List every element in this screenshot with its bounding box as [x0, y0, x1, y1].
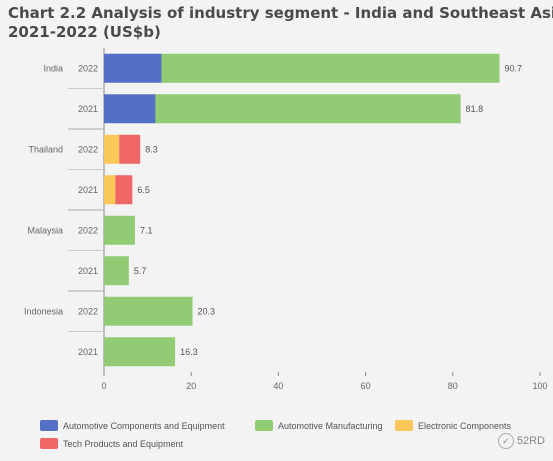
legend-swatch [395, 420, 413, 431]
bar-segment [104, 337, 176, 367]
legend-label: Automotive Manufacturing [278, 420, 383, 431]
bar-segment [104, 256, 129, 286]
y-tick-label-year: 2021 [78, 104, 98, 114]
y-tick-label-country: Indonesia [24, 306, 63, 316]
y-tick-label-year: 2021 [78, 266, 98, 276]
bar-segment [104, 94, 156, 124]
legend-label: Electronic Components [418, 420, 512, 431]
data-label: 90.7 [504, 63, 522, 73]
y-tick-label-country: Malaysia [27, 225, 63, 235]
chart-title-line-2: 2021-2022 (US$b) [8, 23, 161, 41]
y-tick-label-year: 2021 [78, 347, 98, 357]
legend-swatch [255, 420, 273, 431]
y-tick-label-year: 2022 [78, 63, 98, 73]
x-tick-label: 40 [273, 381, 283, 391]
y-tick-label-country: Thailand [28, 144, 63, 154]
y-tick-label-year: 2022 [78, 225, 98, 235]
chart-title: Chart 2.2 Analysis of industry segment -… [8, 4, 553, 42]
bar-segment [104, 215, 135, 245]
bar-segment [119, 134, 141, 164]
bar-segment [104, 296, 193, 326]
data-label: 81.8 [466, 104, 484, 114]
x-tick-label: 0 [101, 381, 106, 391]
watermark-icon: ✓ [497, 433, 514, 449]
chart-title-line-1: Chart 2.2 Analysis of industry segment -… [8, 4, 553, 22]
bar-segment [104, 53, 162, 83]
x-tick-label: 100 [532, 381, 547, 391]
legend-label: Tech Products and Equipment [63, 438, 184, 449]
legend-swatch [40, 420, 58, 431]
legend-item[interactable]: Electronic Components [395, 420, 511, 431]
data-label: 7.1 [140, 225, 153, 235]
legend-item[interactable]: Tech Products and Equipment [40, 438, 183, 449]
bar-segment [115, 175, 133, 205]
x-tick-label: 60 [361, 381, 371, 391]
bar-segment [161, 53, 500, 83]
data-label: 16.3 [180, 347, 198, 357]
data-label: 5.7 [134, 266, 147, 276]
bar-segment [104, 134, 120, 164]
data-label: 8.3 [145, 144, 158, 154]
watermark-text: 52RD [516, 435, 545, 447]
watermark: ✓ 52RD [497, 433, 545, 449]
y-tick-label-year: 2022 [78, 306, 98, 316]
legend-label: Automotive Components and Equipment [63, 420, 225, 431]
y-tick-label-country: India [43, 63, 63, 73]
data-label: 20.3 [198, 306, 216, 316]
bar-segment [155, 94, 461, 124]
bar-segment [104, 175, 116, 205]
legend-swatch [40, 438, 58, 449]
legend-item[interactable]: Automotive Components and Equipment [40, 420, 225, 431]
x-tick-label: 20 [186, 381, 196, 391]
data-label: 6.5 [137, 185, 150, 195]
legend-item[interactable]: Automotive Manufacturing [255, 420, 383, 431]
y-tick-label-year: 2021 [78, 185, 98, 195]
x-tick-label: 80 [448, 381, 458, 391]
y-tick-label-year: 2022 [78, 144, 98, 154]
